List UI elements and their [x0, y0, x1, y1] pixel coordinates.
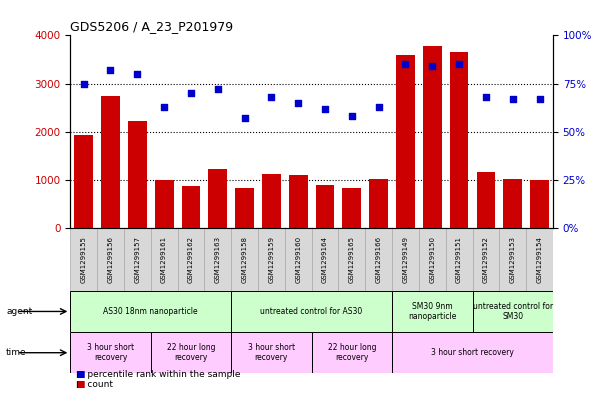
Text: GSM1299162: GSM1299162 [188, 236, 194, 283]
Bar [396, 55, 415, 228]
Bar [155, 180, 174, 228]
Text: GDS5206 / A_23_P201979: GDS5206 / A_23_P201979 [70, 20, 233, 33]
Text: time: time [6, 348, 27, 357]
Text: GSM1299164: GSM1299164 [322, 236, 328, 283]
Bar [181, 186, 200, 228]
Bar [423, 46, 442, 228]
Text: GSM1299166: GSM1299166 [376, 236, 382, 283]
Point [106, 67, 115, 73]
Text: GSM1299155: GSM1299155 [81, 236, 87, 283]
Text: untreated control for
SM30: untreated control for SM30 [473, 302, 553, 321]
Point [133, 71, 142, 77]
Bar [124, 228, 151, 291]
Text: GSM1299157: GSM1299157 [134, 236, 141, 283]
Bar [262, 174, 281, 228]
Text: 3 hour short
recovery: 3 hour short recovery [87, 343, 134, 362]
Bar [530, 180, 549, 228]
Text: GSM1299159: GSM1299159 [268, 236, 274, 283]
Point [159, 103, 169, 110]
Bar [477, 172, 496, 228]
Bar [258, 228, 285, 291]
Bar [151, 228, 178, 291]
Bar [70, 332, 151, 373]
Bar [231, 291, 392, 332]
Bar [101, 95, 120, 228]
Text: 3 hour short recovery: 3 hour short recovery [431, 348, 514, 357]
Bar [70, 228, 97, 291]
Text: AS30 18nm nanoparticle: AS30 18nm nanoparticle [103, 307, 198, 316]
Text: GSM1299150: GSM1299150 [430, 236, 435, 283]
Bar [365, 228, 392, 291]
Text: GSM1299156: GSM1299156 [108, 236, 114, 283]
Bar [392, 228, 419, 291]
Bar [342, 189, 361, 228]
Bar [128, 121, 147, 228]
Point [240, 115, 249, 121]
Text: GSM1299165: GSM1299165 [349, 236, 355, 283]
Bar [235, 189, 254, 228]
Text: GSM1299158: GSM1299158 [241, 236, 247, 283]
Point [428, 63, 437, 69]
Text: ■ count: ■ count [76, 380, 114, 389]
Bar [472, 291, 553, 332]
Text: untreated control for AS30: untreated control for AS30 [260, 307, 363, 316]
Bar [204, 228, 231, 291]
Text: SM30 9nm
nanoparticle: SM30 9nm nanoparticle [408, 302, 456, 321]
Bar [231, 228, 258, 291]
Text: agent: agent [6, 307, 32, 316]
Point [320, 105, 330, 112]
Text: 3 hour short
recovery: 3 hour short recovery [248, 343, 295, 362]
Text: ■ percentile rank within the sample: ■ percentile rank within the sample [76, 370, 241, 379]
Bar [312, 332, 392, 373]
Point [266, 94, 276, 100]
Bar [419, 228, 445, 291]
Point [535, 96, 544, 102]
Bar [316, 185, 334, 228]
Bar [392, 332, 553, 373]
Text: GSM1299163: GSM1299163 [214, 236, 221, 283]
Bar [526, 228, 553, 291]
Text: GSM1299149: GSM1299149 [403, 236, 409, 283]
Bar [445, 228, 472, 291]
Text: 22 hour long
recovery: 22 hour long recovery [327, 343, 376, 362]
Bar [285, 228, 312, 291]
Text: ■: ■ [76, 380, 85, 389]
Bar [450, 52, 469, 228]
Text: GSM1299151: GSM1299151 [456, 236, 462, 283]
Text: GSM1299161: GSM1299161 [161, 236, 167, 283]
Bar [178, 228, 204, 291]
Bar [499, 228, 526, 291]
Bar [369, 179, 388, 228]
Bar [392, 291, 472, 332]
Text: GSM1299152: GSM1299152 [483, 236, 489, 283]
Text: GSM1299153: GSM1299153 [510, 236, 516, 283]
Bar [208, 169, 227, 228]
Point [401, 61, 411, 67]
Point [374, 103, 384, 110]
Point [347, 113, 357, 119]
Text: GSM1299154: GSM1299154 [536, 236, 543, 283]
Bar [312, 228, 338, 291]
Bar [231, 332, 312, 373]
Bar [338, 228, 365, 291]
Point [481, 94, 491, 100]
Point [79, 80, 89, 86]
Point [293, 99, 303, 106]
Text: GSM1299160: GSM1299160 [295, 236, 301, 283]
Bar [151, 332, 231, 373]
Bar [75, 135, 93, 228]
Bar [472, 228, 499, 291]
Point [508, 96, 518, 102]
Bar [503, 179, 522, 228]
Bar [97, 228, 124, 291]
Bar [70, 291, 231, 332]
Point [186, 90, 196, 96]
Point [213, 86, 222, 92]
Text: ■: ■ [76, 370, 85, 379]
Text: 22 hour long
recovery: 22 hour long recovery [167, 343, 215, 362]
Bar [289, 175, 307, 228]
Point [454, 61, 464, 67]
